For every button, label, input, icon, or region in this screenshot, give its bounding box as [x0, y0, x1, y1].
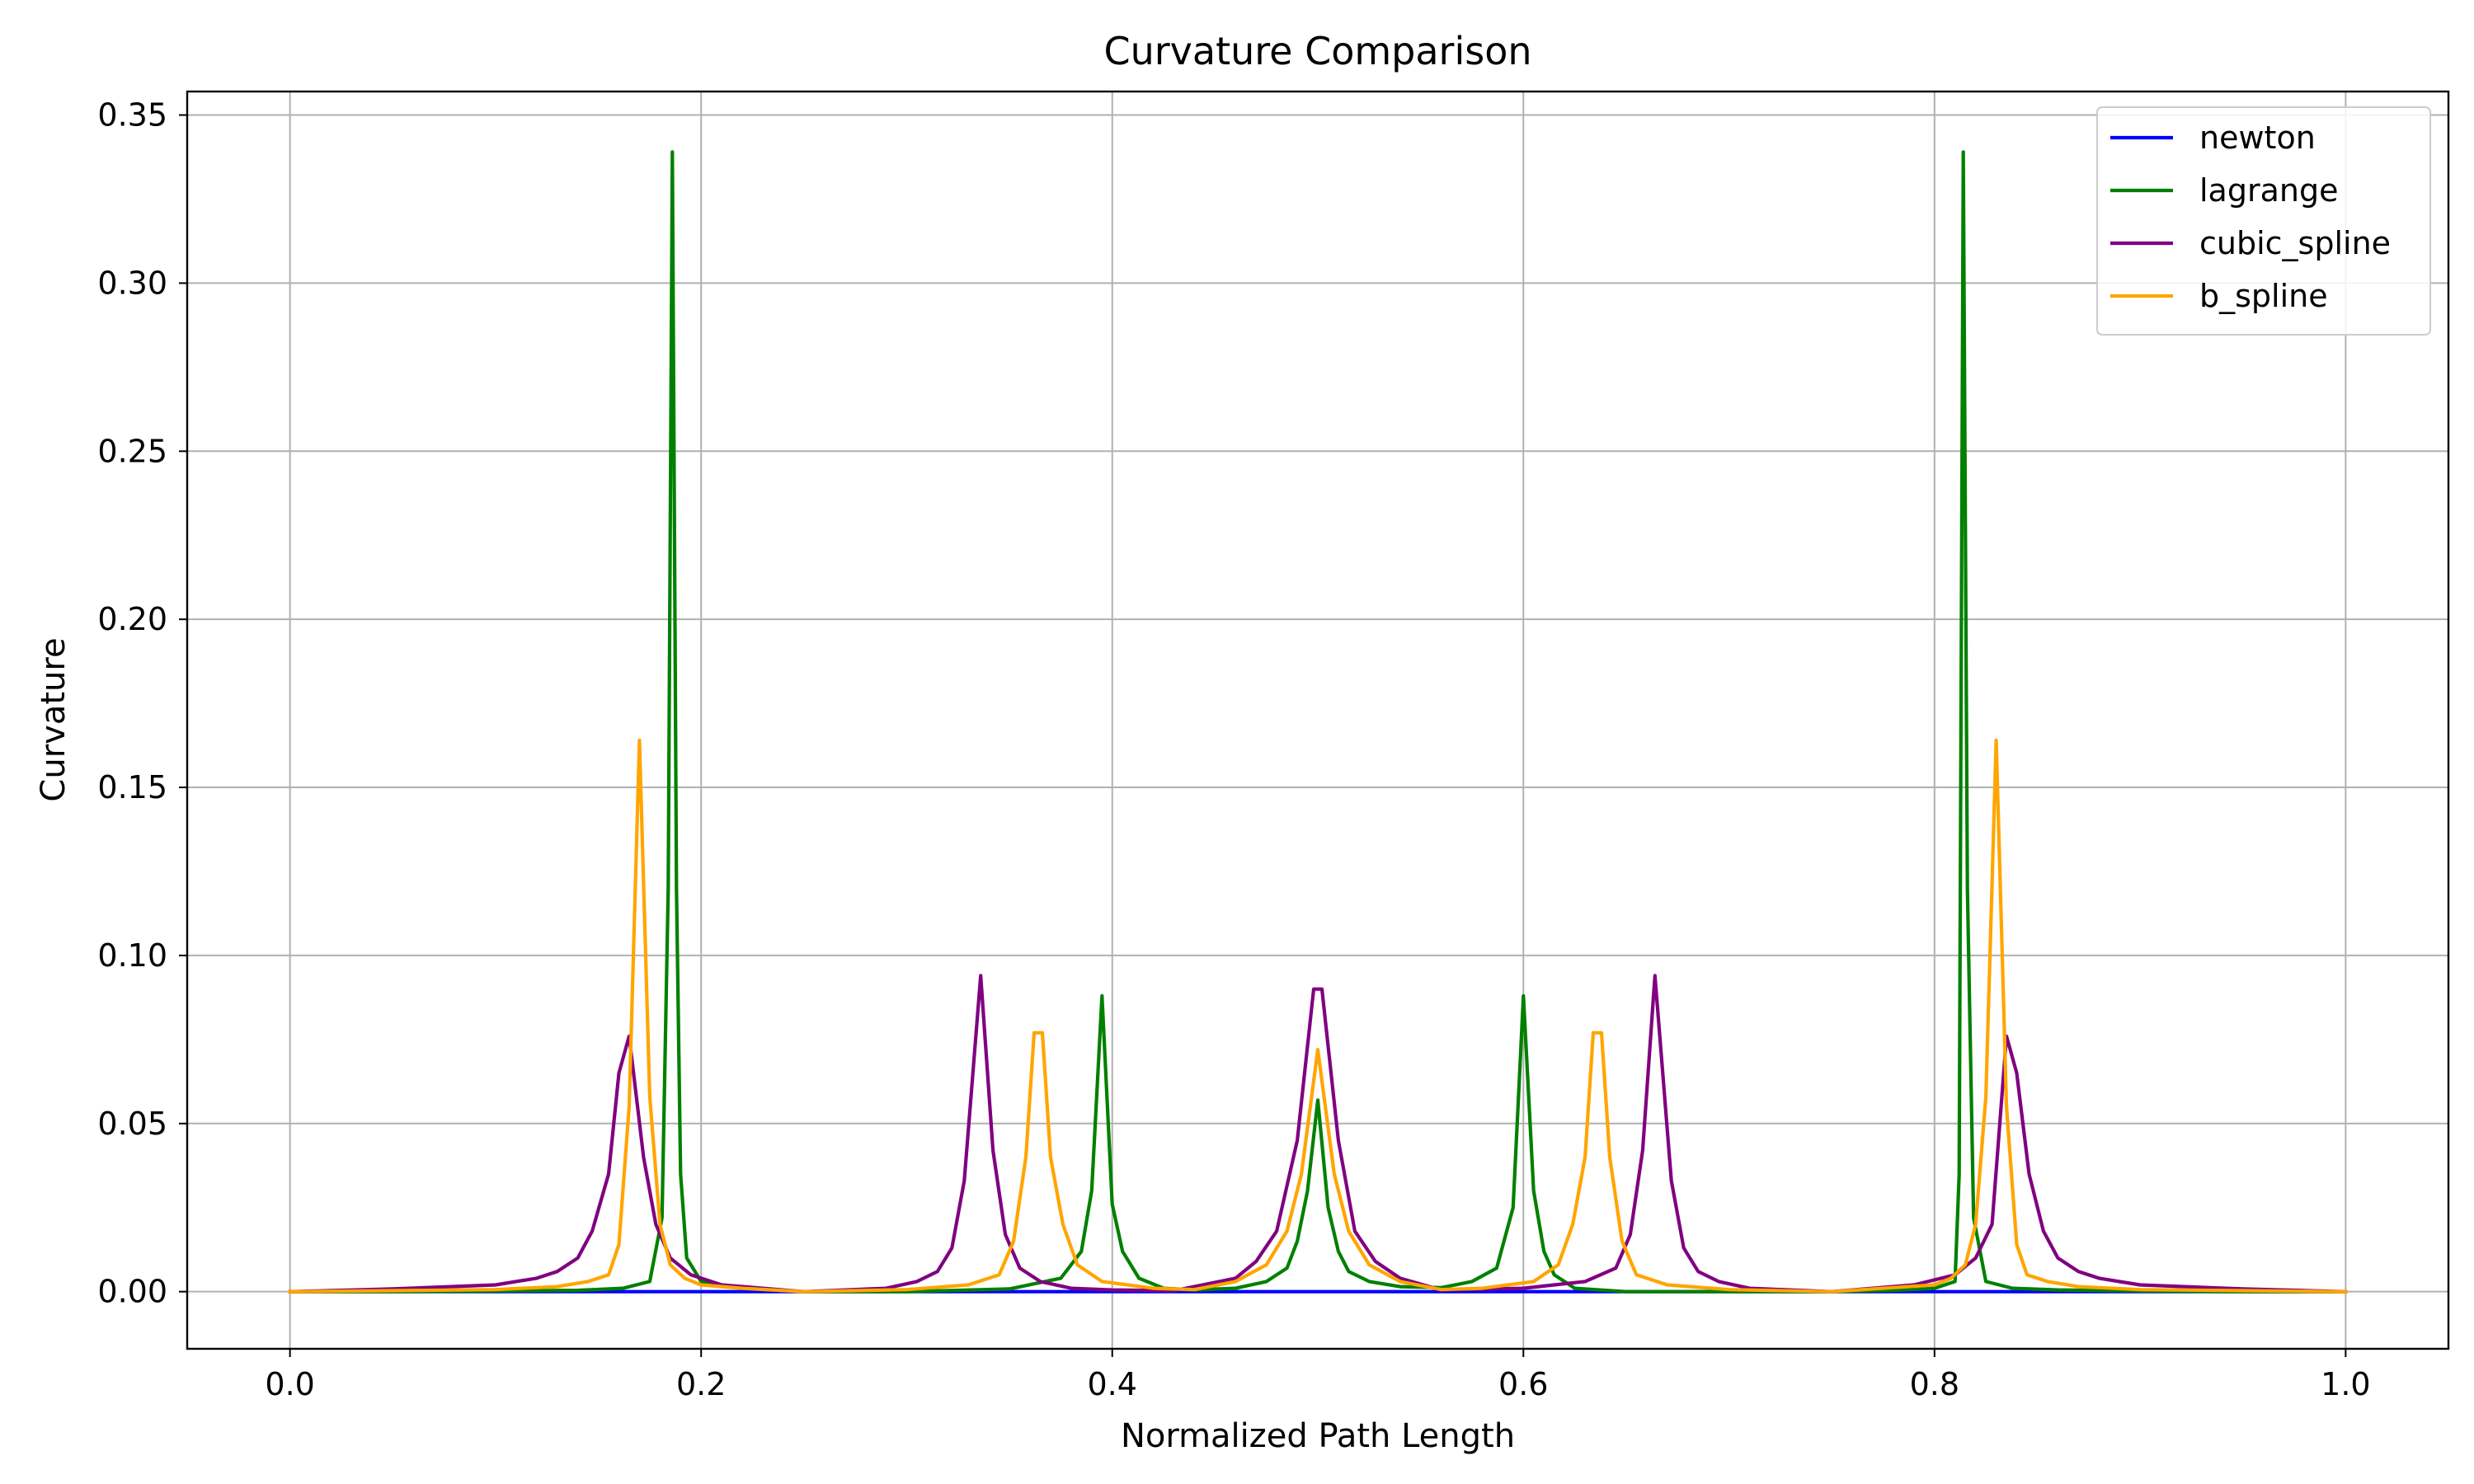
plot-frame — [186, 90, 2450, 1350]
y-tick-label: 0.25 — [97, 433, 167, 469]
y-tick-label: 0.30 — [97, 265, 167, 301]
y-tick-label: 0.35 — [97, 97, 167, 134]
legend-label: newton — [2199, 120, 2316, 156]
x-tick-label: 0.8 — [1910, 1366, 1959, 1402]
grid — [187, 92, 2448, 1349]
series-line-b-spline — [288, 738, 2348, 1294]
legend: newton lagrange cubic_spline b_spline — [2096, 106, 2431, 336]
x-tick-label: 0.6 — [1498, 1366, 1548, 1402]
x-tick-label: 0.2 — [676, 1366, 726, 1402]
legend-label: lagrange — [2199, 172, 2338, 209]
x-tick-label: 1.0 — [2321, 1366, 2370, 1402]
y-tick-label: 0.00 — [97, 1274, 167, 1310]
chart-title: Curvature Comparison — [1103, 29, 1531, 73]
y-tick-label: 0.15 — [97, 769, 167, 805]
axis-ticks: 0.0 0.2 0.4 0.6 0.8 1.0 0.00 0.05 0.10 0.15 0.20 0.… — [97, 97, 2370, 1402]
y-axis-label: Curvature — [35, 637, 73, 801]
y-tick-label: 0.20 — [97, 601, 167, 637]
y-tick-label: 0.05 — [97, 1106, 167, 1142]
y-tick-label: 0.10 — [97, 937, 167, 974]
legend-box — [2096, 106, 2431, 336]
legend-label: cubic_spline — [2199, 225, 2391, 261]
series-lines — [288, 150, 2348, 1294]
x-tick-label: 0.4 — [1088, 1366, 1137, 1402]
x-tick-label: 0.0 — [265, 1366, 314, 1402]
x-axis-label: Normalized Path Length — [1121, 1417, 1515, 1455]
legend-label: b_spline — [2199, 278, 2328, 314]
series-line-cubic-spline — [288, 974, 2348, 1294]
series-line-lagrange — [288, 150, 2348, 1294]
